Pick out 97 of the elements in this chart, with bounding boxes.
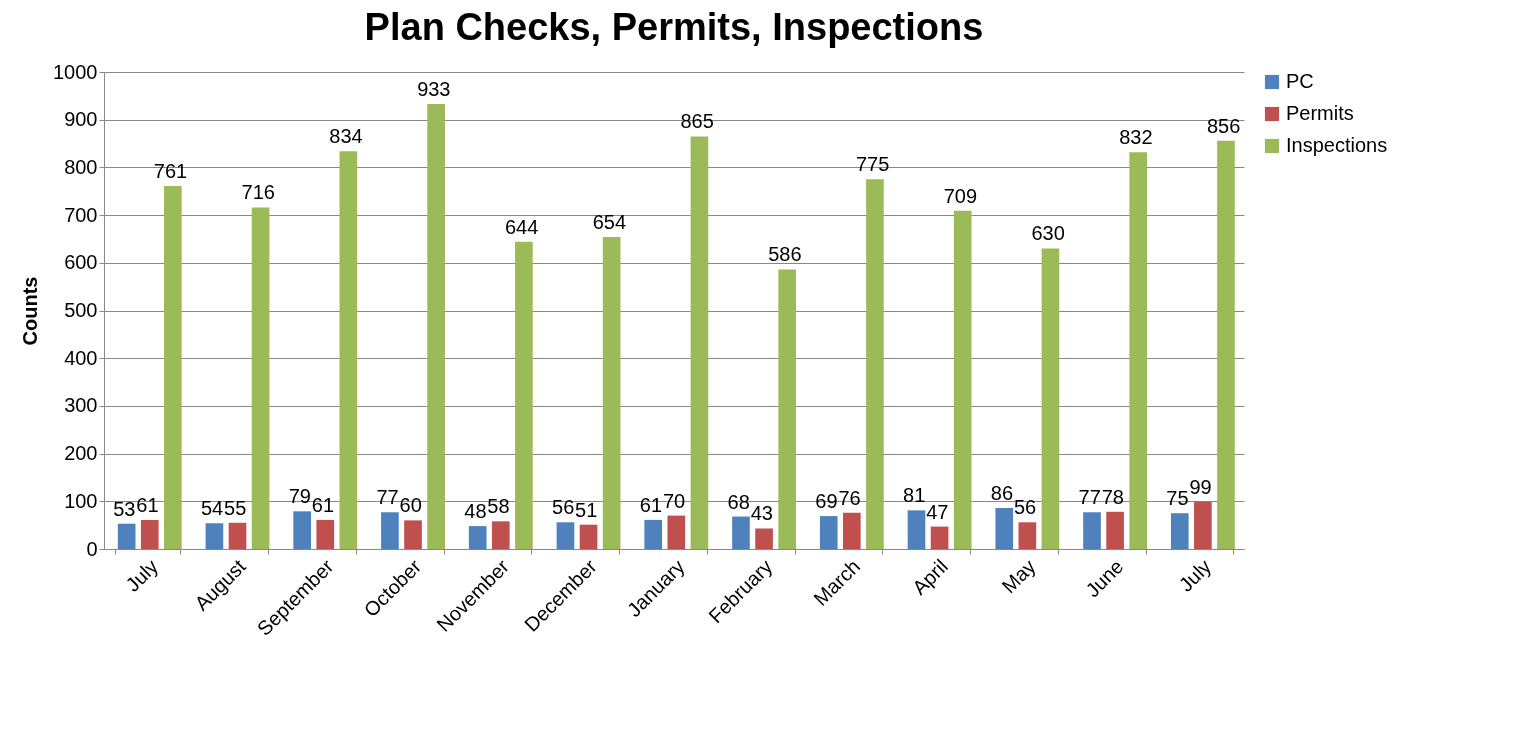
data-label: 51 <box>575 498 598 521</box>
bar <box>907 510 926 549</box>
bar <box>819 516 838 549</box>
data-label: 78 <box>1101 485 1124 508</box>
data-label: 75 <box>1166 487 1189 510</box>
data-label: 77 <box>1078 486 1101 509</box>
data-label: 81 <box>903 484 926 507</box>
y-tick-label: 200 <box>64 442 98 465</box>
data-label: 86 <box>990 481 1014 504</box>
data-label: 43 <box>750 502 773 525</box>
bar <box>164 186 182 549</box>
bar <box>251 207 270 549</box>
x-tick-label: July <box>1174 555 1216 596</box>
data-label: 79 <box>288 485 311 508</box>
data-label: 61 <box>311 493 335 516</box>
data-label: 69 <box>815 490 838 513</box>
data-label: 77 <box>376 486 399 509</box>
bar <box>953 210 972 549</box>
y-tick-label: 800 <box>64 155 98 178</box>
data-label: 58 <box>487 495 510 518</box>
bar <box>117 523 136 549</box>
data-label: 76 <box>838 486 861 509</box>
y-tick-label: 400 <box>64 346 98 369</box>
bar <box>468 526 487 549</box>
data-label: 55 <box>224 496 247 519</box>
bar <box>1217 140 1235 549</box>
x-tick-label: July <box>121 555 163 596</box>
data-label: 56 <box>552 496 575 519</box>
data-label: 834 <box>329 125 363 148</box>
data-label: 644 <box>504 215 539 238</box>
bar <box>1041 248 1060 549</box>
bar <box>404 520 422 549</box>
bar <box>228 522 247 549</box>
y-tick-label: 300 <box>64 394 98 417</box>
y-axis-title: Counts <box>19 276 42 346</box>
bar <box>579 524 598 549</box>
data-label: 586 <box>768 243 802 266</box>
data-label: 54 <box>200 497 224 520</box>
data-label: 68 <box>727 490 750 513</box>
data-label: 709 <box>943 184 978 207</box>
data-label: 48 <box>464 500 487 523</box>
bar <box>515 241 533 549</box>
data-label: 70 <box>662 489 686 512</box>
bar <box>755 528 773 549</box>
bar <box>339 151 358 549</box>
bar <box>140 519 159 549</box>
data-label: 99 <box>1189 475 1212 498</box>
chart-title: Plan Checks, Permits, Inspections <box>364 6 984 48</box>
bar <box>293 511 312 549</box>
bar <box>1170 513 1189 549</box>
bar <box>556 522 575 549</box>
data-label: 761 <box>153 160 188 182</box>
bar <box>644 519 663 549</box>
legend-label: Permits <box>1286 102 1354 124</box>
bar <box>316 519 335 549</box>
data-label: 865 <box>680 110 714 133</box>
data-label: 933 <box>417 77 451 100</box>
bar <box>205 523 224 549</box>
bar <box>1194 501 1212 549</box>
bar <box>1018 522 1037 549</box>
data-label: 654 <box>592 211 627 234</box>
bar <box>930 526 949 549</box>
data-label: 775 <box>855 153 890 176</box>
bar <box>690 136 709 549</box>
bar <box>667 515 686 549</box>
bar <box>1129 152 1148 549</box>
bar <box>843 512 861 549</box>
bar <box>866 179 884 549</box>
data-label: 61 <box>639 493 663 516</box>
y-tick-label: 1000 <box>53 60 98 83</box>
data-label: 53 <box>113 497 136 520</box>
bar <box>995 507 1014 549</box>
data-label: 716 <box>241 181 275 204</box>
data-label: 56 <box>1013 496 1037 519</box>
bar <box>778 269 796 549</box>
data-label: 47 <box>926 500 949 523</box>
bar <box>602 237 621 549</box>
y-tick-label: 900 <box>64 108 98 131</box>
data-label: 856 <box>1206 114 1241 137</box>
legend-label: PC <box>1286 70 1314 92</box>
y-tick-label: 0 <box>86 537 98 560</box>
bar <box>1083 512 1101 549</box>
y-tick-label: 500 <box>64 299 98 321</box>
bar <box>732 516 750 549</box>
data-label: 60 <box>399 494 422 517</box>
data-label: 832 <box>1119 126 1153 149</box>
y-tick-label: 700 <box>64 203 98 226</box>
bar <box>381 512 399 549</box>
bar <box>427 103 445 549</box>
data-label: 61 <box>136 493 159 516</box>
x-tick-label: May <box>997 555 1040 598</box>
legend-label: Inspections <box>1286 134 1388 156</box>
y-tick-label: 600 <box>64 251 98 274</box>
bar <box>491 521 510 549</box>
bar <box>1106 511 1124 549</box>
y-tick-label: 100 <box>64 489 98 512</box>
data-label: 630 <box>1031 222 1065 245</box>
